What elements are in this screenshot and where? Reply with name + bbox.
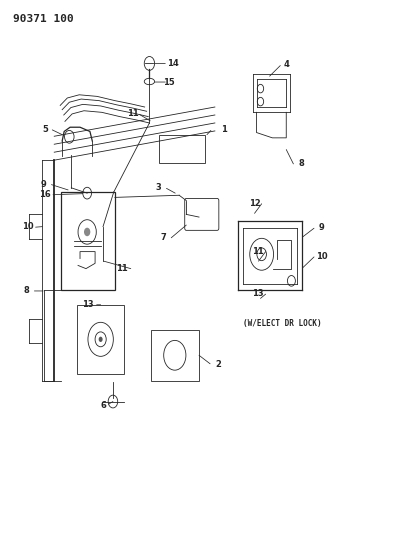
- Text: 10: 10: [22, 222, 33, 231]
- Text: 8: 8: [23, 286, 29, 295]
- Text: 3: 3: [156, 183, 162, 192]
- Text: 11: 11: [127, 109, 139, 118]
- Circle shape: [84, 228, 90, 236]
- Text: 13: 13: [252, 289, 263, 298]
- Text: (W/ELECT DR LOCK): (W/ELECT DR LOCK): [243, 319, 322, 328]
- Text: 9: 9: [319, 223, 325, 232]
- Text: 6: 6: [101, 401, 107, 410]
- Bar: [159, 135, 205, 163]
- Bar: [150, 330, 199, 381]
- Text: 16: 16: [39, 190, 51, 199]
- Text: 10: 10: [316, 252, 328, 261]
- Text: 8: 8: [298, 159, 304, 168]
- Circle shape: [99, 337, 103, 342]
- Text: 11: 11: [116, 264, 128, 272]
- Text: 2: 2: [215, 360, 221, 369]
- Text: 15: 15: [164, 77, 175, 86]
- Text: 9: 9: [41, 180, 47, 189]
- Text: 14: 14: [167, 59, 179, 68]
- Text: 13: 13: [82, 300, 94, 309]
- Text: 1: 1: [220, 125, 226, 134]
- Text: 90371 100: 90371 100: [13, 14, 73, 24]
- Text: 11: 11: [252, 247, 263, 256]
- Bar: [61, 192, 115, 290]
- Text: 4: 4: [283, 60, 289, 69]
- Text: 12: 12: [249, 199, 260, 208]
- Text: 5: 5: [42, 125, 48, 134]
- Bar: [77, 305, 124, 374]
- Text: 7: 7: [160, 233, 166, 243]
